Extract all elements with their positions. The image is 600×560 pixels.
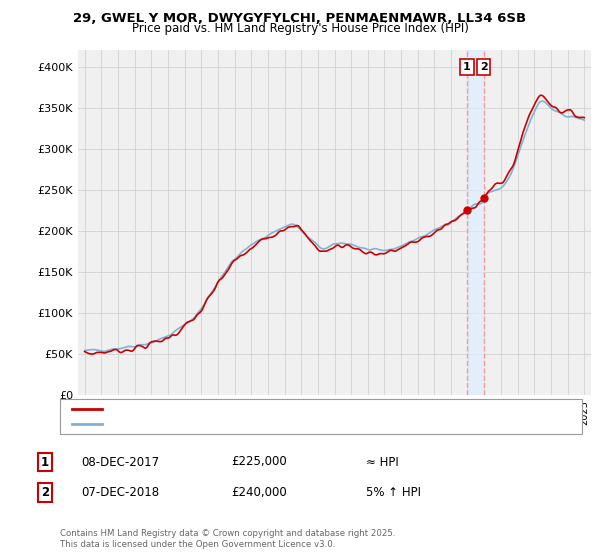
Text: 08-DEC-2017: 08-DEC-2017 (81, 455, 159, 469)
Text: £225,000: £225,000 (231, 455, 287, 469)
Bar (467, 50, 484, 395)
Text: Contains HM Land Registry data © Crown copyright and database right 2025.
This d: Contains HM Land Registry data © Crown c… (60, 529, 395, 549)
Text: 2: 2 (41, 486, 49, 500)
Text: 1: 1 (463, 62, 471, 72)
Text: ≈ HPI: ≈ HPI (366, 455, 399, 469)
Text: 1: 1 (41, 455, 49, 469)
Text: 29, GWEL Y MOR, DWYGYFYLCHI, PENMAENMAWR, LL34 6SB: 29, GWEL Y MOR, DWYGYFYLCHI, PENMAENMAWR… (73, 12, 527, 25)
Text: £240,000: £240,000 (231, 486, 287, 500)
Text: 07-DEC-2018: 07-DEC-2018 (81, 486, 159, 500)
Text: 29, GWEL Y MOR, DWYGYFYLCHI, PENMAENMAWR, LL34 6SB (detached house): 29, GWEL Y MOR, DWYGYFYLCHI, PENMAENMAWR… (108, 404, 517, 414)
Text: Price paid vs. HM Land Registry's House Price Index (HPI): Price paid vs. HM Land Registry's House … (131, 22, 469, 35)
Text: 5% ↑ HPI: 5% ↑ HPI (366, 486, 421, 500)
Text: HPI: Average price, detached house, Conwy: HPI: Average price, detached house, Conw… (108, 419, 336, 430)
Text: 2: 2 (480, 62, 488, 72)
